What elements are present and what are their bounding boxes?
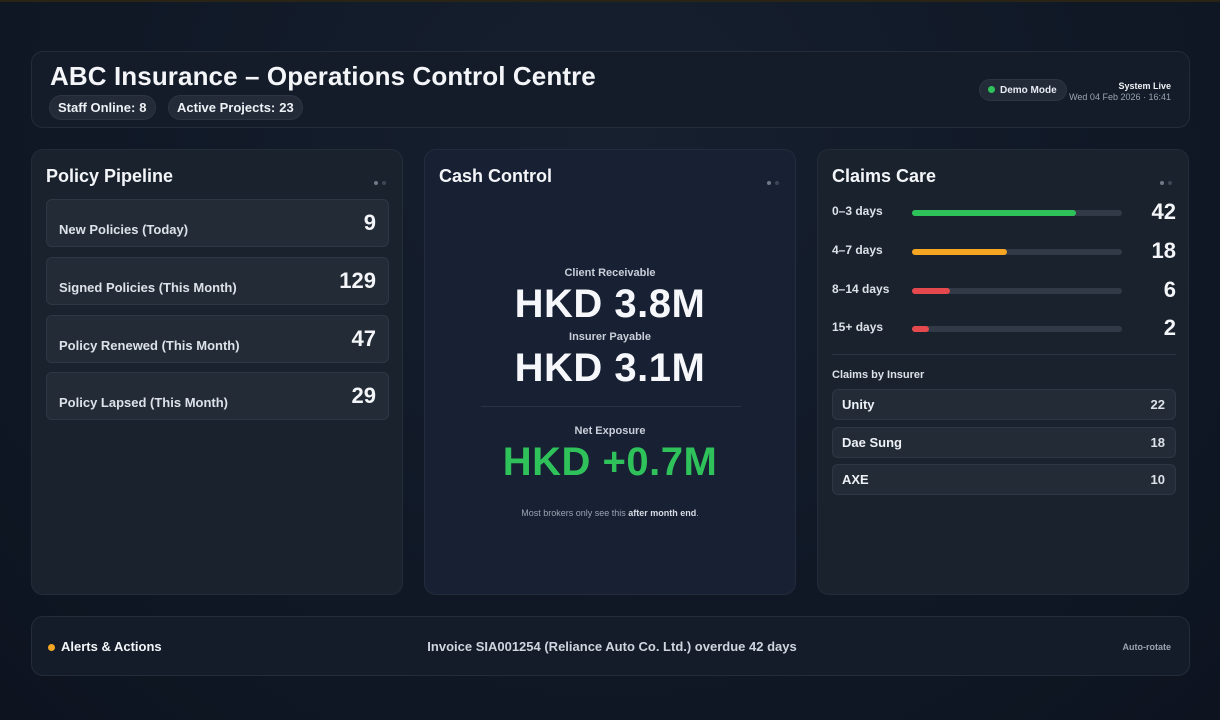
aging-bar-fill — [912, 326, 929, 332]
panel-title: Claims Care — [832, 166, 937, 186]
aging-value: 6 — [1163, 277, 1176, 302]
divider — [832, 354, 1176, 355]
active-projects-label: Active Projects: — [177, 100, 276, 115]
insurer-section-heading: Claims by Insurer — [832, 369, 925, 381]
aging-value: 18 — [1151, 238, 1176, 263]
payable-label: Insurer Payable — [569, 331, 651, 343]
status-dot-icon — [988, 86, 995, 93]
alerts-title: Alerts & Actions — [61, 639, 162, 654]
net-exposure-value: HKD +0.7M — [502, 440, 718, 484]
system-status: System Live — [1118, 81, 1171, 91]
demo-mode-badge[interactable]: Demo Mode — [979, 79, 1067, 101]
aging-bar-track — [912, 210, 1122, 216]
net-exposure-label: Net Exposure — [574, 425, 646, 437]
cash-control-panel: Cash Control Client Receivable HKD 3.8M … — [424, 149, 796, 595]
demo-mode-label: Demo Mode — [1000, 85, 1057, 96]
more-options-icon[interactable] — [1160, 172, 1176, 185]
policy-row-value: 129 — [339, 268, 376, 293]
cash-footnote: Most brokers only see this after month e… — [425, 508, 795, 518]
divider — [481, 406, 741, 407]
policy-row-value: 47 — [351, 326, 376, 351]
insurer-row[interactable]: AXE 10 — [832, 464, 1176, 495]
policy-row-label: Signed Policies (This Month) — [59, 280, 237, 295]
footnote-suffix: . — [696, 508, 699, 518]
more-options-icon[interactable] — [374, 172, 390, 185]
aging-bar-track — [912, 249, 1122, 255]
policy-row-signed[interactable]: Signed Policies (This Month) 129 — [46, 257, 389, 305]
policy-row-label: Policy Renewed (This Month) — [59, 338, 240, 353]
claims-aging-row: 15+ days 2 — [832, 315, 1176, 341]
policy-row-label: New Policies (Today) — [59, 222, 189, 237]
receivable-value: HKD 3.8M — [514, 282, 706, 326]
claims-aging-row: 4–7 days 18 — [832, 238, 1176, 264]
aging-bar-fill — [912, 210, 1076, 216]
aging-label: 15+ days — [832, 320, 884, 334]
aging-bar-track — [912, 326, 1122, 332]
policy-row-renewed[interactable]: Policy Renewed (This Month) 47 — [46, 315, 389, 363]
claims-care-panel: Claims Care 0–3 days 42 4–7 days 18 8–14… — [817, 149, 1189, 595]
aging-label: 0–3 days — [832, 204, 883, 218]
aging-bar-track — [912, 288, 1122, 294]
policy-row-value: 9 — [363, 210, 376, 235]
aging-value: 2 — [1163, 315, 1176, 340]
auto-rotate-toggle[interactable]: Auto-rotate — [1122, 642, 1172, 652]
receivable-label: Client Receivable — [564, 267, 656, 279]
alert-dot-icon — [48, 644, 55, 651]
policy-row-lapsed[interactable]: Policy Lapsed (This Month) 29 — [46, 372, 389, 420]
aging-value: 42 — [1151, 199, 1176, 224]
aging-bar-fill — [912, 249, 1007, 255]
aging-bar-fill — [912, 288, 950, 294]
alerts-bar: Alerts & Actions Invoice SIA001254 (Reli… — [31, 616, 1190, 676]
insurer-row[interactable]: Dae Sung 18 — [832, 427, 1176, 458]
insurer-count: 18 — [1150, 435, 1165, 450]
aging-label: 8–14 days — [832, 282, 890, 296]
panel-title: Cash Control — [439, 166, 553, 186]
insurer-name: Unity — [842, 397, 875, 412]
timestamp: Wed 04 Feb 2026 · 16:41 — [1069, 92, 1171, 102]
insurer-count: 22 — [1150, 397, 1165, 412]
active-projects-chip: Active Projects: 23 — [168, 95, 303, 120]
aging-label: 4–7 days — [832, 243, 883, 257]
staff-online-value: 8 — [139, 100, 147, 115]
active-projects-value: 23 — [279, 100, 294, 115]
policy-row-label: Policy Lapsed (This Month) — [59, 395, 229, 410]
staff-online-label: Staff Online: — [58, 100, 136, 115]
policy-row-new[interactable]: New Policies (Today) 9 — [46, 199, 389, 247]
alert-message[interactable]: Invoice SIA001254 (Reliance Auto Co. Ltd… — [427, 639, 797, 654]
footnote-prefix: Most brokers only see this — [521, 508, 629, 518]
more-options-icon[interactable] — [767, 172, 783, 185]
panel-title: Policy Pipeline — [46, 166, 174, 186]
payable-value: HKD 3.1M — [514, 346, 706, 390]
insurer-name: Dae Sung — [842, 435, 902, 450]
staff-online-chip: Staff Online: 8 — [49, 95, 156, 120]
insurer-row[interactable]: Unity 22 — [832, 389, 1176, 420]
insurer-name: AXE — [842, 472, 869, 487]
header-bar: ABC Insurance – Operations Control Centr… — [31, 51, 1190, 128]
claims-aging-row: 0–3 days 42 — [832, 199, 1176, 225]
footnote-emphasis: after month end — [628, 508, 697, 518]
policy-pipeline-panel: Policy Pipeline New Policies (Today) 9 S… — [31, 149, 403, 595]
policy-row-value: 29 — [351, 383, 376, 408]
insurer-count: 10 — [1150, 472, 1165, 487]
page-title: ABC Insurance – Operations Control Centr… — [50, 61, 596, 91]
claims-aging-row: 8–14 days 6 — [832, 277, 1176, 303]
